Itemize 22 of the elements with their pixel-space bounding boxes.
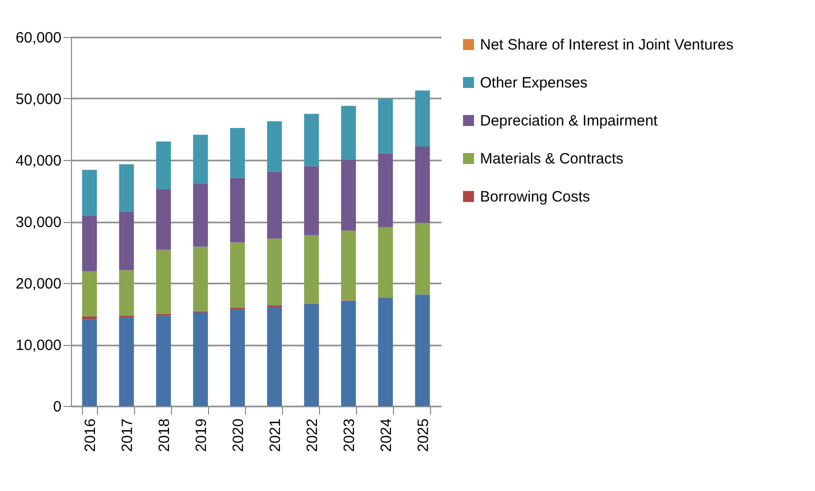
- legend-label: Other Expenses: [480, 74, 588, 92]
- x-tick-label: 2017: [119, 418, 136, 452]
- y-tick-label: 20,000: [16, 276, 62, 292]
- legend-label: Borrowing Costs: [480, 188, 590, 206]
- y-tick-label: 0: [53, 398, 62, 416]
- x-tick-label: 2019: [193, 418, 210, 452]
- x-tick-label: 2018: [156, 418, 173, 452]
- y-tick-label: 50,000: [16, 91, 62, 108]
- legend-label: Net Share of Interest in Joint Ventures: [480, 36, 734, 54]
- y-tick-label: 40,000: [16, 152, 62, 170]
- y-tick-label: 60,000: [16, 30, 62, 46]
- legend-label: Materials & Contracts: [480, 150, 624, 168]
- y-tick-label: 10,000: [16, 337, 62, 354]
- y-tick-label: 30,000: [16, 214, 62, 231]
- x-tick-label: 2022: [304, 418, 321, 452]
- legend-label: Depreciation & Impairment: [480, 112, 658, 130]
- x-tick-label: 2025: [415, 418, 432, 452]
- x-tick-label: 2020: [230, 418, 247, 452]
- x-tick-label: 2023: [341, 418, 358, 452]
- x-tick-label: 2021: [267, 418, 284, 452]
- x-tick-label: 2016: [82, 418, 99, 452]
- x-tick-label: 2024: [378, 418, 395, 452]
